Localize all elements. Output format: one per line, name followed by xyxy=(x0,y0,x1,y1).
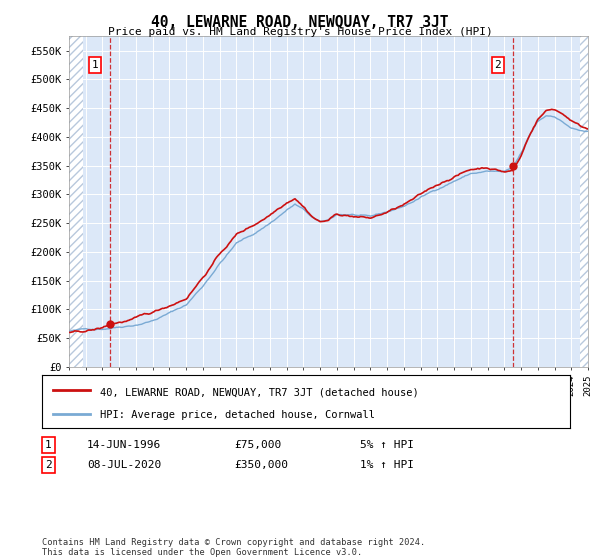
Text: 1: 1 xyxy=(92,60,98,70)
Text: 40, LEWARNE ROAD, NEWQUAY, TR7 3JT: 40, LEWARNE ROAD, NEWQUAY, TR7 3JT xyxy=(151,15,449,30)
Text: 1% ↑ HPI: 1% ↑ HPI xyxy=(360,460,414,470)
Text: 2: 2 xyxy=(45,460,52,470)
Text: £350,000: £350,000 xyxy=(234,460,288,470)
Bar xyxy=(580,36,600,367)
Text: HPI: Average price, detached house, Cornwall: HPI: Average price, detached house, Corn… xyxy=(100,410,375,420)
Text: 2: 2 xyxy=(494,60,502,70)
Text: 14-JUN-1996: 14-JUN-1996 xyxy=(87,440,161,450)
Text: 5% ↑ HPI: 5% ↑ HPI xyxy=(360,440,414,450)
Text: Price paid vs. HM Land Registry's House Price Index (HPI): Price paid vs. HM Land Registry's House … xyxy=(107,27,493,37)
Text: 40, LEWARNE ROAD, NEWQUAY, TR7 3JT (detached house): 40, LEWARNE ROAD, NEWQUAY, TR7 3JT (deta… xyxy=(100,387,419,397)
Text: Contains HM Land Registry data © Crown copyright and database right 2024.
This d: Contains HM Land Registry data © Crown c… xyxy=(42,538,425,557)
Text: 1: 1 xyxy=(45,440,52,450)
Text: 08-JUL-2020: 08-JUL-2020 xyxy=(87,460,161,470)
Bar xyxy=(69,36,83,367)
Text: £75,000: £75,000 xyxy=(234,440,281,450)
